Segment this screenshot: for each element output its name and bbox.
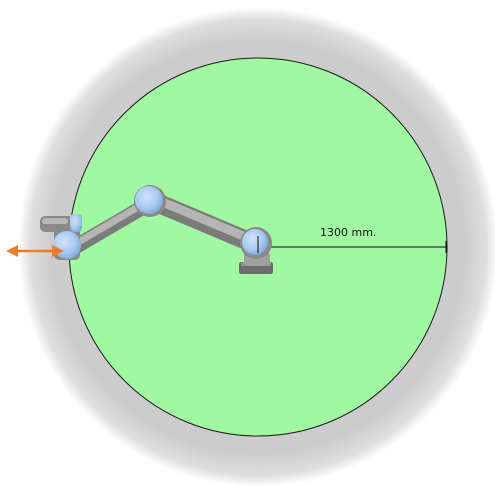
shoulder-joint	[240, 227, 272, 259]
wrist-joint	[40, 214, 82, 260]
double-arrow-icon	[6, 245, 64, 257]
robot-arm	[40, 185, 273, 274]
reach-radius-label: 1300 mm.	[320, 226, 376, 239]
elbow-joint	[134, 185, 166, 217]
